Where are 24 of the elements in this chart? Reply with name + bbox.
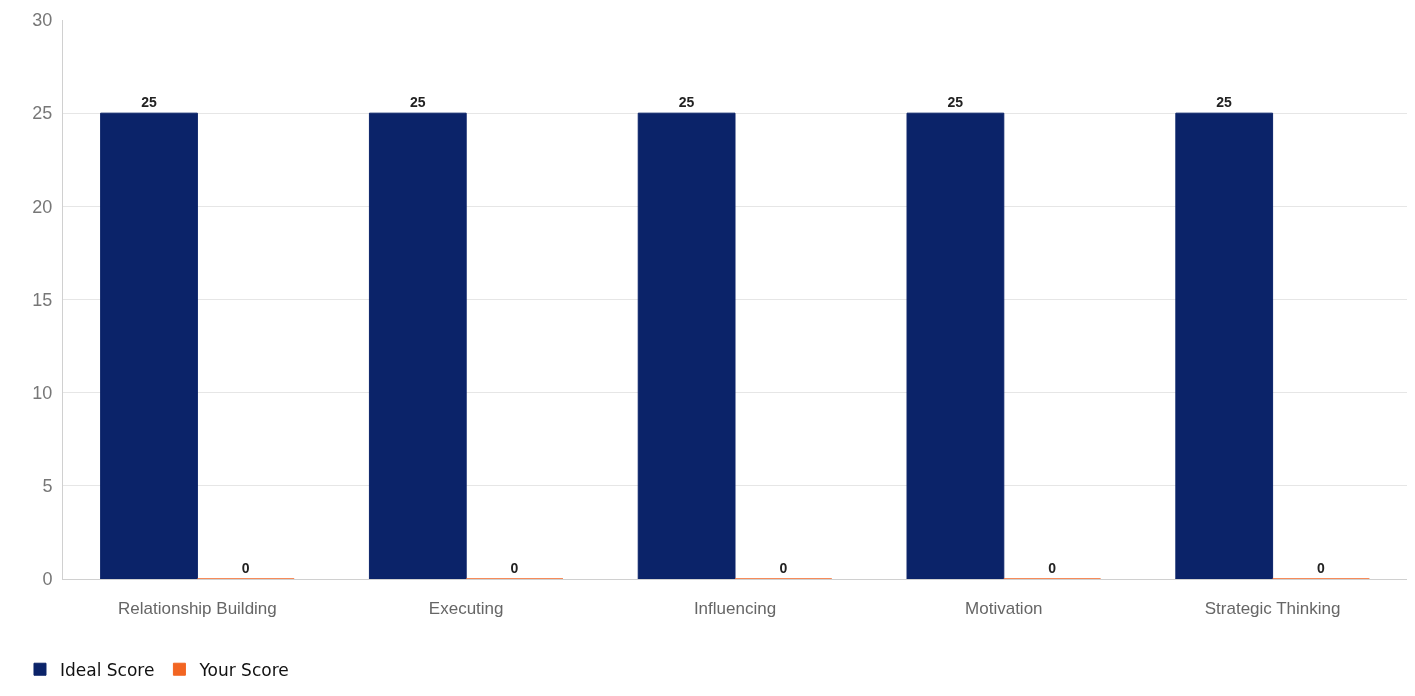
data-label: 25 (141, 94, 157, 111)
y-tick-label: 10 (32, 382, 53, 403)
data-label: 0 (1048, 560, 1057, 576)
data-label: 25 (947, 94, 964, 111)
data-label: 25 (409, 94, 426, 111)
data-label: 0 (1316, 560, 1325, 576)
data-label: 25 (678, 94, 695, 111)
x-tick-label: Influencing (693, 599, 777, 619)
data-label: 25 (1216, 94, 1233, 111)
data-label: 0 (510, 560, 519, 576)
y-tick-label: 5 (42, 476, 53, 497)
y-tick-label: 30 (32, 10, 53, 31)
x-tick-label: Executing (428, 599, 504, 619)
data-label: 0 (779, 560, 788, 576)
x-tick-label: Strategic Thinking (1204, 599, 1341, 619)
x-tick-label: Relationship Building (118, 599, 277, 619)
legend-label: Ideal Score (59, 659, 155, 680)
x-tick-label: Motivation (965, 599, 1043, 619)
legend-label: Your Score (198, 659, 289, 680)
y-tick-label: 25 (32, 103, 53, 124)
y-tick-label: 0 (42, 569, 53, 590)
y-tick-label: 20 (32, 196, 53, 217)
data-label: 0 (241, 560, 250, 576)
y-tick-label: 15 (32, 289, 53, 310)
